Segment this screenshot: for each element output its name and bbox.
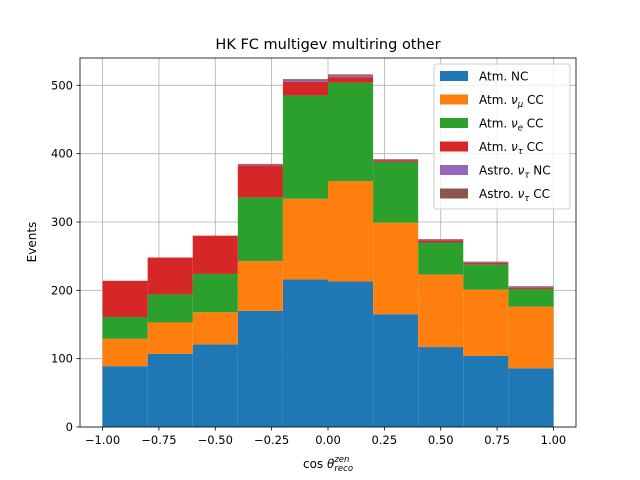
bar-series-4-bin-5 [328,75,374,78]
bar-series-3-bin-6 [373,160,419,162]
bar-series-0-bin-7 [418,347,464,427]
bar-series-2-bin-7 [418,242,464,275]
bar-series-2-bin-8 [463,264,509,290]
x-tick-label-6: 0.50 [428,433,454,447]
bar-series-0-bin-5 [328,281,374,427]
x-tick-label-7: 0.75 [484,433,510,447]
x-tick-label-3: −0.25 [254,433,289,447]
bar-series-5-bin-7 [418,239,464,240]
legend-label-4: Astro. ντ NC [479,164,551,181]
bar-series-1-bin-1 [147,322,193,354]
bar-series-4-bin-4 [282,80,328,82]
y-tick-label-4: 400 [51,147,73,161]
legend-swatch-3 [440,141,468,152]
x-axis-label-sub: reco [334,464,353,474]
legend-swatch-1 [440,94,468,105]
legend-label-3: Atm. ντ CC [479,140,543,157]
bar-series-5-bin-9 [508,286,554,287]
x-tick-label-0: −1.00 [85,433,120,447]
bar-series-0-bin-6 [373,314,419,427]
legend-swatch-5 [440,188,468,199]
legend-swatch-0 [440,71,468,81]
legend-label-2: Atm. νe CC [479,117,544,134]
bar-series-3-bin-8 [463,263,509,265]
x-tick-label-2: −0.50 [198,433,233,447]
bar-series-4-bin-6 [373,159,419,161]
bar-series-2-bin-9 [508,288,554,307]
bar-series-5-bin-8 [463,261,509,263]
bar-series-3-bin-7 [418,240,464,243]
x-axis-ticks: −1.00 −0.75 −0.50 −0.25 0.00 0.25 0.50 0.75 1.00 [85,427,566,447]
chart-title: HK FC multigev multiring other [215,37,440,53]
bar-series-3-bin-2 [192,235,238,274]
bar-series-0-bin-8 [463,355,509,427]
bar-series-0-bin-0 [102,366,148,427]
bar-series-5-bin-3 [237,163,283,165]
bar-series-2-bin-6 [373,161,419,223]
x-tick-label-1: −0.75 [141,433,176,447]
bar-series-0-bin-9 [508,368,554,427]
x-axis-label: cos θzen reco [303,455,353,474]
bar-series-3-bin-4 [282,81,328,96]
bar-series-5-bin-6 [373,159,419,160]
legend-label-0: Atm. NC [479,70,528,84]
y-tick-label-0: 0 [66,420,73,434]
bar-series-1-bin-3 [237,260,283,311]
y-axis-ticks: 0 100 200 300 400 500 [51,78,80,434]
y-tick-label-1: 100 [51,352,73,366]
bar-series-2-bin-1 [147,294,193,323]
bar-series-1-bin-4 [282,198,328,280]
x-tick-label-8: 1.00 [541,433,567,447]
bar-series-1-bin-2 [192,312,238,345]
bar-series-1-bin-0 [102,338,148,367]
bar-series-2-bin-4 [282,95,328,199]
bar-series-3-bin-5 [328,77,374,83]
bar-series-0-bin-3 [237,310,283,427]
bar-series-1-bin-8 [463,289,509,356]
bar-series-1-bin-7 [418,274,464,348]
y-tick-label-5: 500 [51,78,73,92]
bars [102,74,554,427]
bar-series-3-bin-0 [102,280,148,317]
legend-swatch-2 [440,118,468,128]
x-axis-label-main: cos [303,457,327,471]
bar-series-3-bin-1 [147,257,193,295]
x-tick-label-5: 0.25 [372,433,398,447]
bar-series-1-bin-6 [373,222,419,315]
bar-series-4-bin-9 [508,286,554,288]
y-tick-label-2: 200 [51,283,73,297]
bar-series-0-bin-1 [147,353,193,427]
bar-series-4-bin-8 [463,262,509,263]
bar-series-2-bin-5 [328,82,374,181]
bar-series-5-bin-5 [328,74,374,76]
x-axis-label-sup: zen [333,455,349,465]
bar-series-5-bin-4 [282,79,328,81]
x-tick-label-4: 0.00 [315,433,341,447]
legend-label-1: Atm. νμ CC [479,93,544,110]
bar-series-4-bin-7 [418,239,464,241]
legend: Atm. NC Atm. νμ CC Atm. νe CC Atm. ντ CC Ast… [433,63,571,210]
bar-series-2-bin-3 [237,197,283,261]
bar-series-1-bin-5 [328,181,374,282]
bar-series-1-bin-9 [508,306,554,369]
legend-swatch-4 [440,165,468,175]
bar-series-0-bin-4 [282,279,328,427]
x-axis-label-theta: θ [327,457,335,471]
bar-series-2-bin-2 [192,273,238,313]
bar-series-0-bin-2 [192,344,238,427]
bar-series-3-bin-3 [237,165,283,198]
bar-series-3-bin-9 [508,287,554,289]
bar-series-4-bin-3 [237,164,283,166]
y-tick-label-3: 300 [51,215,73,229]
bar-series-2-bin-0 [102,316,148,339]
y-axis-label: Events [25,222,39,263]
legend-label-5: Astro. ντ CC [479,187,550,204]
